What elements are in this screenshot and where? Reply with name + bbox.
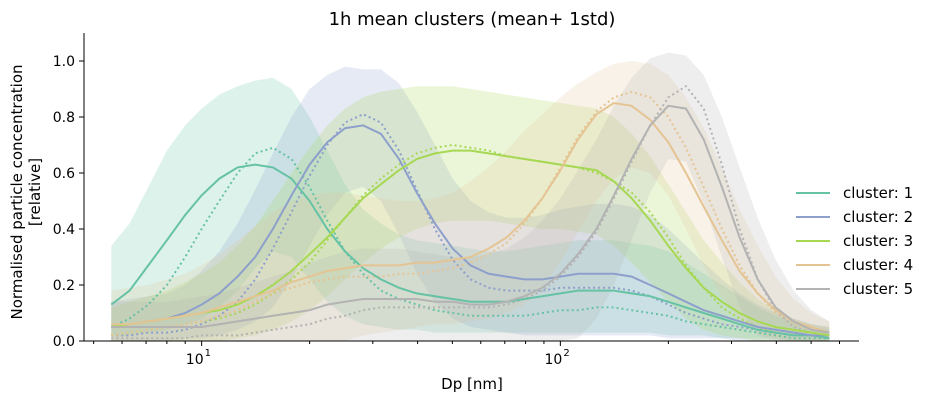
cluster-5-dotted-line bbox=[111, 84, 830, 340]
y-axis-label-line1: Normalised particle concentration bbox=[8, 65, 26, 320]
cluster-3-mean-line bbox=[111, 149, 830, 337]
cluster-1-mean-line bbox=[110, 163, 830, 340]
cluster-3-std-band bbox=[111, 86, 830, 341]
x-tick-label-exponent: 1 bbox=[205, 348, 211, 359]
chart-title: 1h mean clusters (mean+ 1std) bbox=[329, 9, 616, 30]
y-axis-label-line2: [relative] bbox=[26, 158, 44, 226]
cluster-4-dotted-line bbox=[111, 90, 830, 337]
legend-entry-cluster-1: cluster: 1 bbox=[796, 184, 913, 202]
x-tick-label-base: 10 bbox=[545, 352, 563, 368]
x-tick-label: 10 2 bbox=[545, 348, 570, 368]
cluster-3-dotted-line bbox=[111, 143, 830, 340]
y-tick-label: 0.6 bbox=[53, 166, 75, 182]
legend-label: cluster: 2 bbox=[843, 208, 913, 226]
x-axis-label: Dp [nm] bbox=[441, 375, 503, 393]
legend-entry-cluster-5: cluster: 5 bbox=[796, 280, 913, 298]
legend-label: cluster: 5 bbox=[843, 280, 913, 298]
cluster-4-mean-line bbox=[111, 101, 830, 334]
legend-entry-cluster-2: cluster: 2 bbox=[796, 208, 913, 226]
axes: 0.00.20.40.60.81.010 1 10 2 bbox=[53, 33, 859, 368]
legend-label: cluster: 3 bbox=[843, 232, 913, 250]
cluster-2-mean-line bbox=[111, 124, 830, 337]
cluster-1-dotted-line bbox=[110, 146, 830, 340]
std-bands bbox=[111, 52, 830, 342]
y-axis-label: Normalised particle concentration [relat… bbox=[8, 65, 44, 320]
legend-label: cluster: 4 bbox=[843, 256, 913, 274]
y-tick-label: 1.0 bbox=[53, 54, 75, 70]
legend-label: cluster: 1 bbox=[843, 184, 913, 202]
y-tick-label: 0.2 bbox=[53, 278, 75, 294]
x-tick-label: 10 1 bbox=[186, 348, 211, 368]
x-tick-label-exponent: 2 bbox=[563, 348, 569, 359]
y-tick-label: 0.8 bbox=[53, 110, 75, 126]
y-tick-label: 0.4 bbox=[53, 222, 75, 238]
y-tick-label: 0.0 bbox=[53, 334, 75, 350]
legend: cluster: 1 cluster: 2 cluster: 3 cluster: 4… bbox=[796, 184, 913, 298]
mean-lines bbox=[110, 101, 830, 340]
legend-entry-cluster-4: cluster: 4 bbox=[796, 256, 913, 274]
legend-entry-cluster-3: cluster: 3 bbox=[796, 232, 913, 250]
cluster-1-std-band bbox=[111, 77, 830, 342]
cluster-5-mean-line bbox=[111, 104, 830, 334]
x-tick-label-base: 10 bbox=[186, 352, 204, 368]
